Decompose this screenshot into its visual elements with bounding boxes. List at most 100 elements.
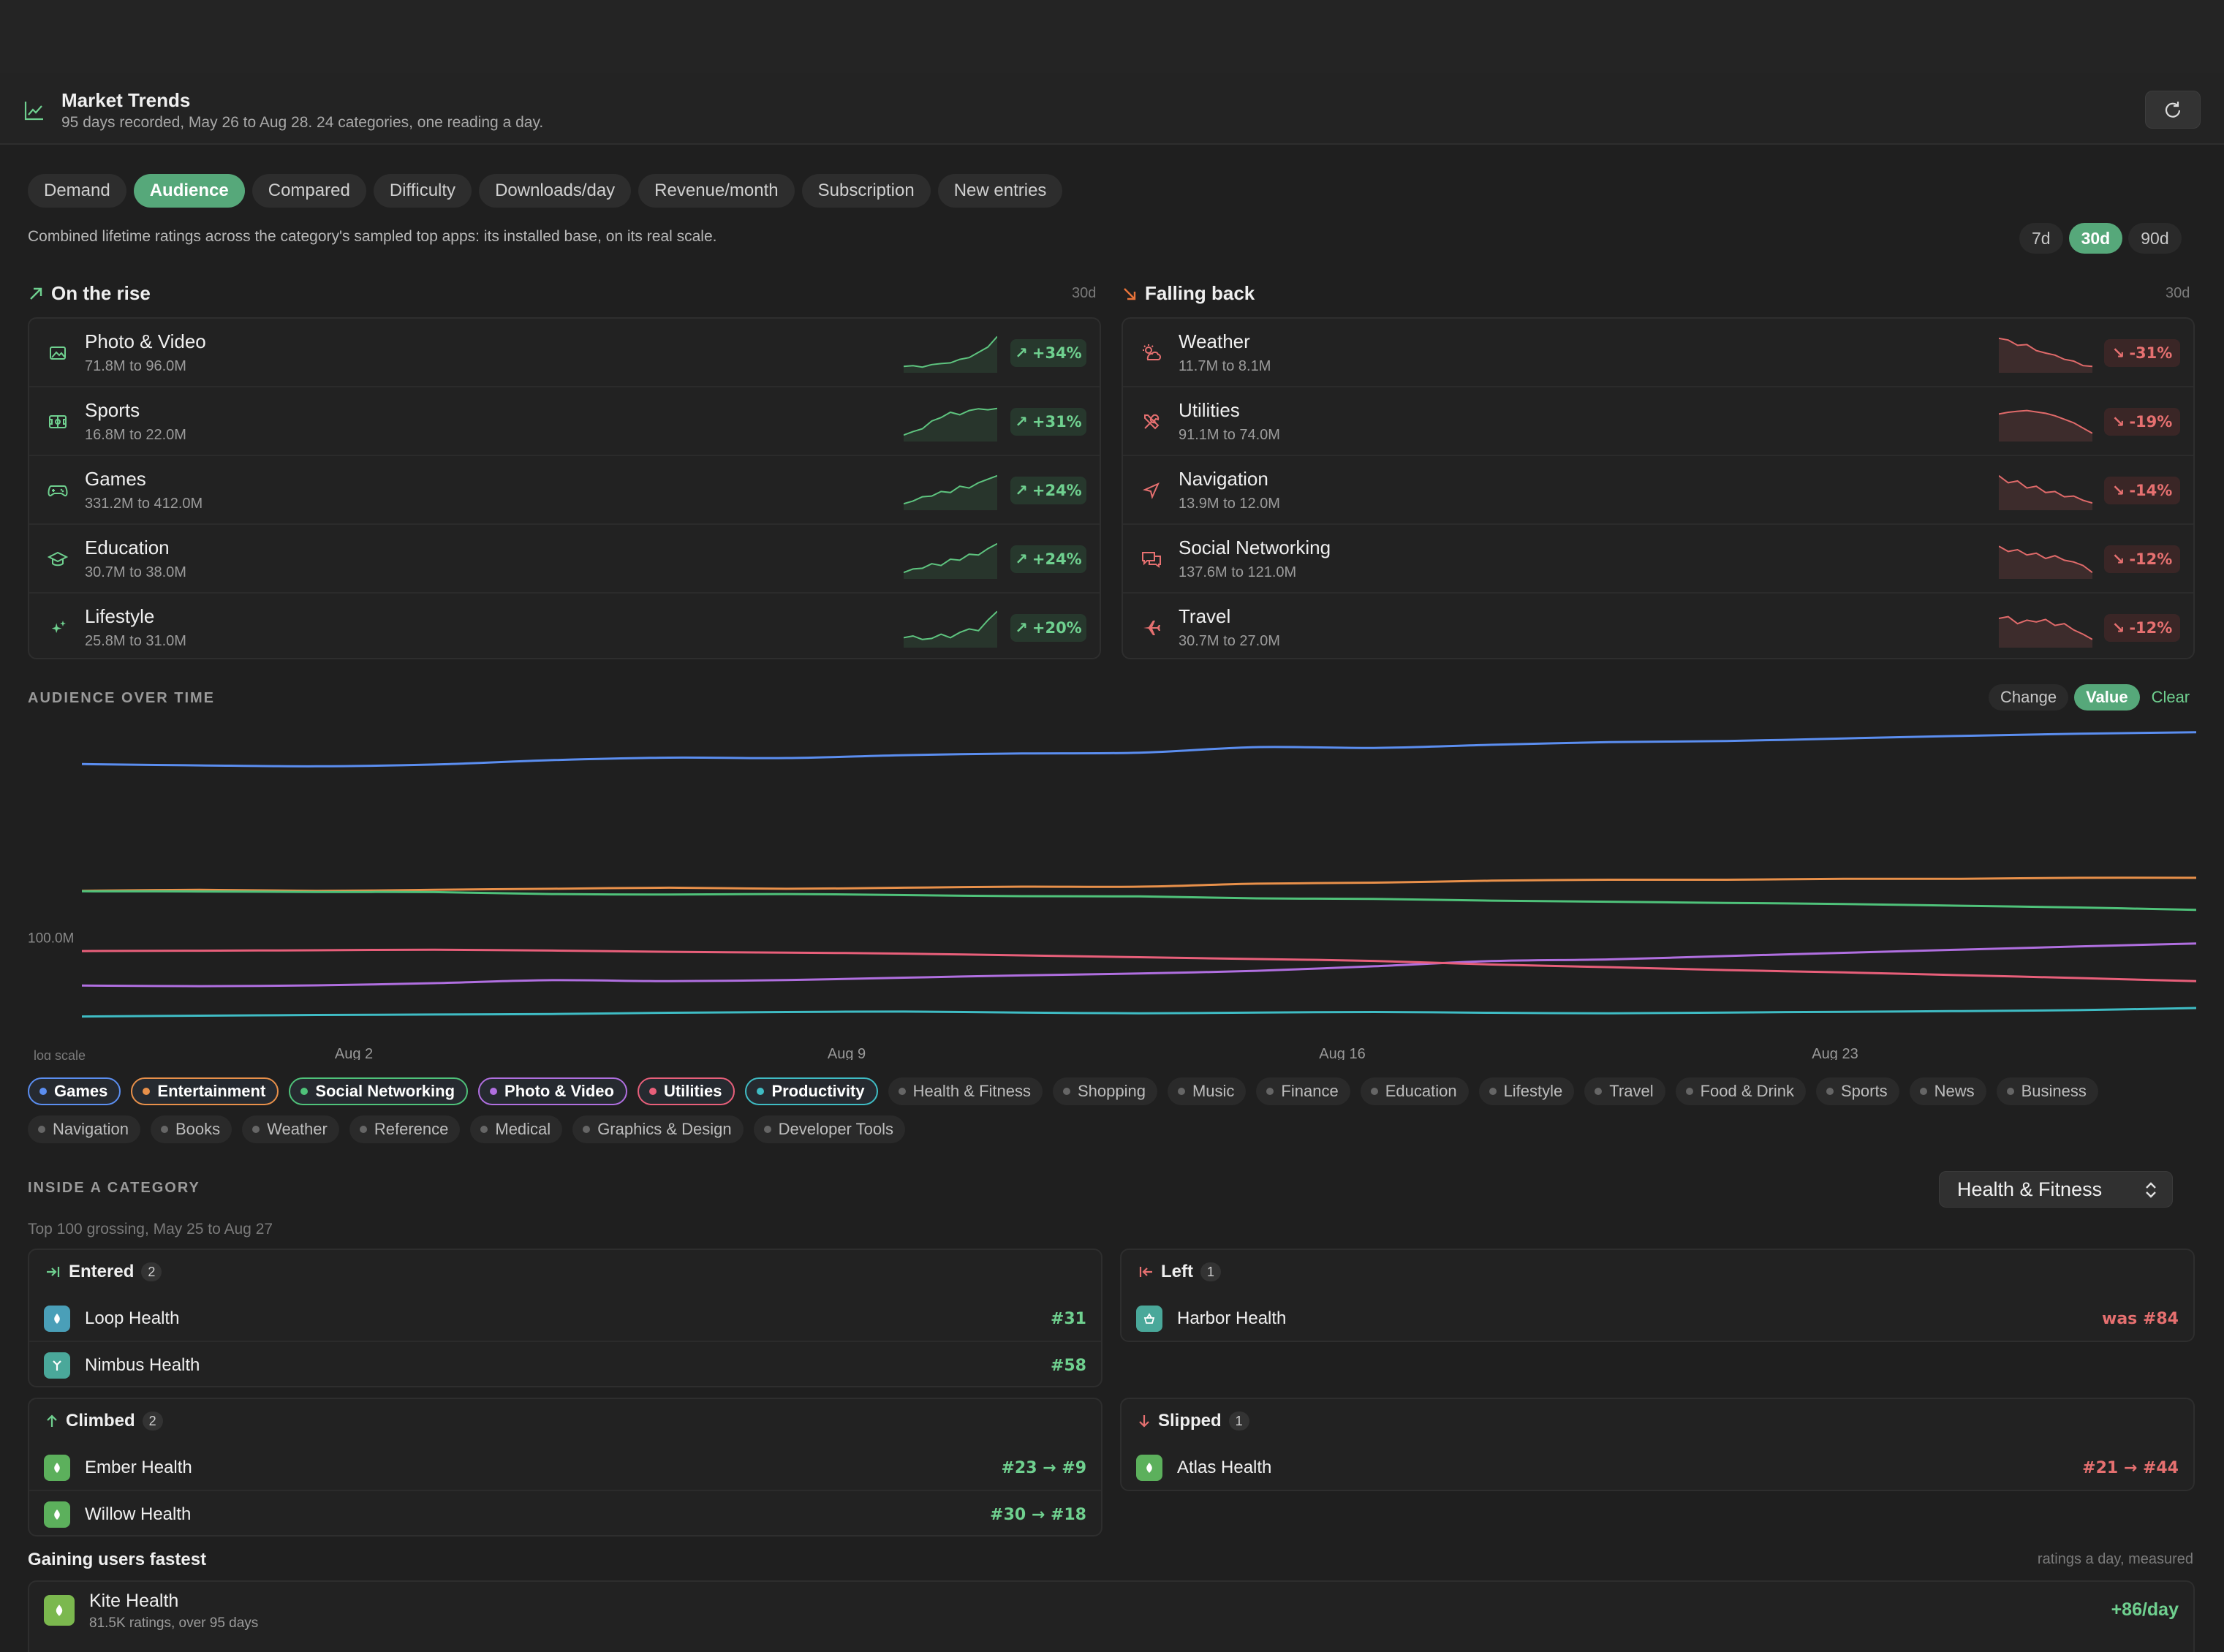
list-item[interactable]: Harbor Health was #84: [1122, 1295, 2193, 1341]
series-color-dot: [1595, 1088, 1603, 1095]
app-rank: was #84: [2102, 1310, 2179, 1328]
series-color-dot: [1177, 1088, 1185, 1095]
category-chip[interactable]: Graphics & Design: [572, 1115, 744, 1143]
chip-label: Travel: [1609, 1082, 1654, 1100]
category-range: 30.7M to 27.0M: [1179, 633, 1280, 649]
tab-audience[interactable]: Audience: [133, 174, 245, 208]
category-chip[interactable]: Productivity: [745, 1077, 878, 1105]
category-name: Weather: [1179, 330, 1250, 352]
falling-row[interactable]: Navigation 13.9M to 12.0M ↘ -14%: [1123, 456, 2193, 525]
list-item[interactable]: Willow Health #30 → #18: [29, 1490, 1101, 1535]
tab-compared[interactable]: Compared: [251, 174, 366, 208]
arrow-down-right-icon: ↘: [2111, 550, 2125, 568]
sparkline-line: [904, 336, 997, 368]
series-color-dot: [1685, 1088, 1693, 1095]
mode-value-button[interactable]: Value: [2074, 684, 2140, 711]
tab-subscription[interactable]: Subscription: [801, 174, 931, 208]
sports-icon: [45, 409, 70, 434]
falling-row[interactable]: Weather 11.7M to 8.1M ↘ -31%: [1123, 319, 2193, 387]
category-chip[interactable]: Medical: [470, 1115, 563, 1143]
change-value: -12%: [2129, 619, 2173, 637]
category-chip[interactable]: Developer Tools: [753, 1115, 905, 1143]
rising-row[interactable]: Sports 16.8M to 22.0M ↗ +31%: [29, 387, 1100, 456]
category-chip[interactable]: Weather: [242, 1115, 339, 1143]
sparkline: [1999, 475, 2092, 510]
tab-difficulty[interactable]: Difficulty: [373, 174, 472, 208]
series-color-dot: [1062, 1088, 1070, 1095]
airplane-icon: [1139, 615, 1164, 640]
period-30d-button[interactable]: 30d: [2068, 223, 2123, 254]
change-badge: ↘ -14%: [2104, 477, 2180, 504]
category-chip[interactable]: News: [1909, 1077, 1986, 1105]
scale-label: log scale: [34, 1048, 86, 1060]
list-item[interactable]: Nimbus Health #58: [29, 1341, 1101, 1386]
entered-title: Entered: [69, 1262, 135, 1281]
gaining-title: Gaining users fastest: [28, 1550, 207, 1569]
category-chip[interactable]: Games: [28, 1077, 121, 1105]
series-color-dot: [39, 1088, 47, 1095]
series-color-dot: [1489, 1088, 1497, 1095]
period-90d-button[interactable]: 90d: [2128, 223, 2182, 254]
category-chip[interactable]: Business: [1996, 1077, 2098, 1105]
audience-line-chart: 100.0M log scale Aug 2 Aug 9 Aug 16 Aug 23: [28, 731, 2197, 1060]
category-chip[interactable]: Social Networking: [289, 1077, 469, 1105]
category-chip[interactable]: Education: [1360, 1077, 1469, 1105]
category-chip[interactable]: Food & Drink: [1675, 1077, 1806, 1105]
chip-label: Health & Fitness: [912, 1082, 1031, 1100]
series-line: [81, 890, 2197, 912]
app-rank: #58: [1050, 1357, 1086, 1375]
left-header: Left 1: [1138, 1262, 1221, 1282]
category-select[interactable]: Health & Fitness: [1939, 1171, 2173, 1208]
rising-row[interactable]: Lifestyle 25.8M to 31.0M ↗ +20%: [29, 594, 1100, 662]
rising-row[interactable]: Education 30.7M to 38.0M ↗ +24%: [29, 525, 1100, 594]
falling-row[interactable]: Travel 30.7M to 27.0M ↘ -12%: [1123, 594, 2193, 662]
category-chip[interactable]: Entertainment: [131, 1077, 279, 1105]
rising-row[interactable]: Games 331.2M to 412.0M ↗ +24%: [29, 456, 1100, 525]
category-chip[interactable]: Finance: [1256, 1077, 1350, 1105]
list-item[interactable]: Ember Health #23 → #9: [29, 1444, 1101, 1490]
change-badge: ↗ +24%: [1010, 545, 1086, 573]
tab-revenue-per-month[interactable]: Revenue/month: [638, 174, 795, 208]
left-box: Left 1 Harbor Health was #84: [1120, 1249, 2195, 1342]
rising-row[interactable]: Photo & Video 71.8M to 96.0M ↗ +34%: [29, 319, 1100, 387]
category-chip[interactable]: Health & Fitness: [888, 1077, 1043, 1105]
falling-row[interactable]: Social Networking 137.6M to 121.0M ↘ -12%: [1123, 525, 2193, 594]
falling-title-text: Falling back: [1145, 282, 1255, 304]
mode-change-button[interactable]: Change: [1989, 684, 2069, 711]
category-chip[interactable]: Photo & Video: [478, 1077, 627, 1105]
clear-selection-button[interactable]: Clear: [2151, 688, 2190, 706]
falling-row[interactable]: Utilities 91.1M to 74.0M ↘ -19%: [1123, 387, 2193, 456]
chip-label: Games: [54, 1082, 108, 1100]
category-chip[interactable]: Music: [1167, 1077, 1247, 1105]
category-chip[interactable]: Utilities: [637, 1077, 735, 1105]
chip-label: Utilities: [663, 1082, 722, 1100]
category-chip[interactable]: Reference: [349, 1115, 461, 1143]
category-chip[interactable]: Navigation: [28, 1115, 140, 1143]
list-item[interactable]: Atlas Health #21 → #44: [1122, 1444, 2193, 1490]
app-name: Kite Health: [89, 1591, 179, 1611]
tab-new-entries[interactable]: New entries: [937, 174, 1063, 208]
arrow-down-right-icon: ↘: [2111, 619, 2125, 637]
rising-list: Photo & Video 71.8M to 96.0M ↗ +34% Sport…: [28, 317, 1101, 659]
refresh-button[interactable]: [2145, 91, 2201, 129]
period-7d-button[interactable]: 7d: [2019, 223, 2063, 254]
category-chip[interactable]: Books: [150, 1115, 232, 1143]
change-badge: ↗ +31%: [1010, 408, 1086, 436]
category-chip[interactable]: Travel: [1584, 1077, 1665, 1105]
x-tick-label: Aug 16: [1319, 1046, 1365, 1060]
category-chip[interactable]: Shopping: [1052, 1077, 1157, 1105]
app-name: Ember Health: [85, 1458, 192, 1477]
rising-period: 30d: [1072, 285, 1097, 301]
category-chip[interactable]: Sports: [1815, 1077, 1899, 1105]
category-chip[interactable]: Lifestyle: [1478, 1077, 1575, 1105]
tab-demand[interactable]: Demand: [28, 174, 126, 208]
series-color-dot: [1919, 1088, 1927, 1095]
series-color-dot: [160, 1126, 168, 1133]
list-item[interactable]: Loop Health #31: [29, 1295, 1101, 1341]
category-range: 25.8M to 31.0M: [85, 633, 186, 649]
series-line: [81, 948, 2197, 982]
rising-section-title: On the rise: [28, 282, 151, 305]
chip-label: Developer Tools: [778, 1120, 893, 1138]
tab-downloads-per-day[interactable]: Downloads/day: [479, 174, 632, 208]
app-icon: [44, 1455, 70, 1481]
